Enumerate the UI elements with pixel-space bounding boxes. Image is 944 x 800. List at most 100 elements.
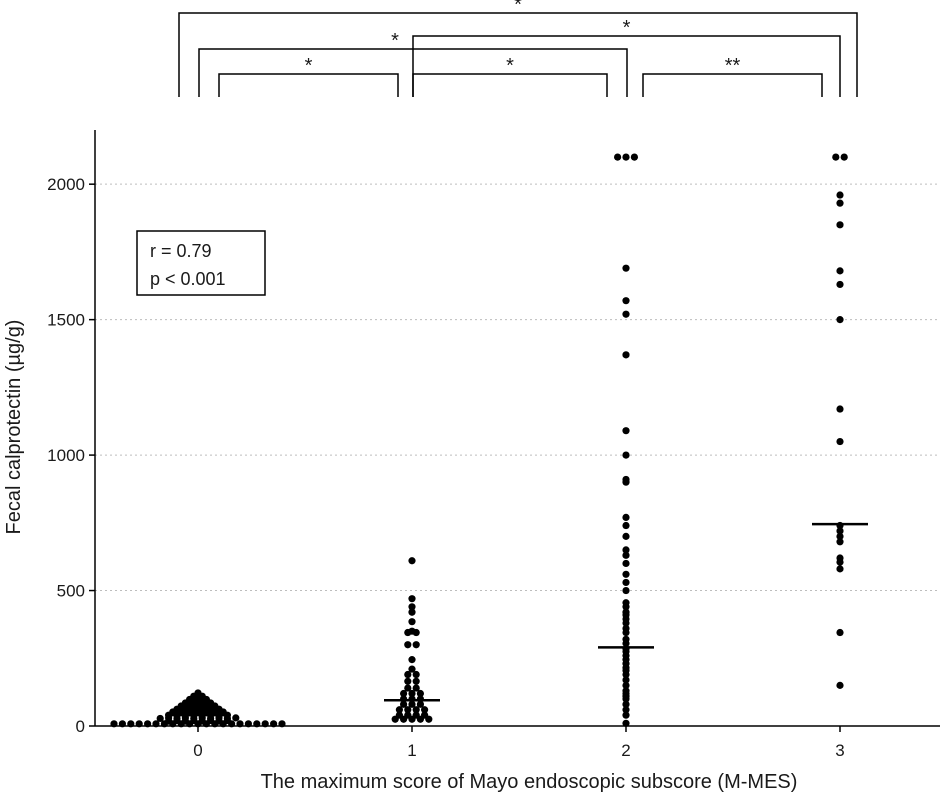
- data-point: [622, 546, 630, 554]
- data-point: [622, 297, 630, 305]
- data-point: [118, 720, 126, 728]
- data-point: [836, 280, 844, 289]
- data-point: [622, 624, 630, 633]
- y-tick-label: 500: [57, 582, 85, 601]
- data-point: [404, 706, 412, 714]
- data-point: [253, 720, 261, 728]
- data-point: [412, 706, 420, 714]
- significance-label: **: [725, 55, 741, 77]
- data-point: [622, 706, 630, 714]
- x-tick-label: 0: [193, 741, 202, 760]
- data-point: [836, 221, 844, 229]
- y-tick-label: 1000: [47, 446, 85, 465]
- data-point: [836, 565, 844, 573]
- data-points: [110, 153, 848, 728]
- data-point: [614, 153, 622, 161]
- data-point: [622, 427, 630, 435]
- data-point: [622, 551, 630, 559]
- data-point: [622, 687, 630, 695]
- data-point: [622, 635, 630, 643]
- significance-label: *: [506, 55, 514, 77]
- data-point: [836, 681, 844, 689]
- data-point: [622, 719, 630, 727]
- data-point: [408, 608, 416, 616]
- data-point: [622, 264, 630, 272]
- data-point: [622, 570, 630, 578]
- data-point: [622, 586, 630, 595]
- x-tick-label: 2: [621, 741, 630, 760]
- data-point: [622, 608, 630, 616]
- data-point: [244, 720, 252, 728]
- data-point: [408, 603, 416, 611]
- data-point: [404, 670, 412, 679]
- data-point: [144, 720, 152, 728]
- data-point: [832, 153, 840, 161]
- data-point: [622, 599, 630, 607]
- data-point: [836, 527, 844, 535]
- data-point: [836, 437, 844, 446]
- data-point: [622, 700, 630, 708]
- data-point: [836, 405, 844, 413]
- data-point: [622, 310, 630, 318]
- data-point: [404, 684, 412, 692]
- data-point: [836, 191, 844, 199]
- significance-label: *: [514, 0, 522, 16]
- y-tick-label: 0: [76, 717, 85, 736]
- data-point: [622, 681, 630, 689]
- data-point: [412, 677, 420, 685]
- axes: 0 500 1000 1500 2000 0 1 2 3: [47, 130, 940, 760]
- x-axis-title: The maximum score of Mayo endoscopic sub…: [261, 771, 798, 793]
- data-point: [408, 665, 416, 673]
- gridlines: [95, 183, 940, 592]
- data-point: [630, 153, 639, 161]
- data-point: [622, 521, 630, 530]
- data-point: [400, 689, 408, 698]
- significance-brackets: * * *****: [178, 0, 858, 97]
- data-point: [836, 532, 844, 540]
- data-point: [127, 720, 135, 728]
- data-point: [836, 316, 844, 324]
- y-axis-title: Fecal calprotectin (µg/g): [3, 320, 25, 535]
- data-point: [412, 711, 420, 719]
- data-point: [278, 720, 286, 728]
- data-point: [421, 706, 429, 714]
- correlation-annotation: r = 0.79 p < 0.001: [136, 230, 266, 296]
- data-point: [156, 714, 164, 723]
- data-point: [408, 618, 416, 626]
- data-point: [622, 351, 630, 359]
- significance-bracket: [412, 73, 608, 97]
- annotation-p: p < 0.001: [150, 269, 226, 289]
- data-point: [836, 199, 844, 207]
- data-point: [622, 532, 630, 540]
- y-tick-label: 1500: [47, 311, 85, 330]
- data-point: [408, 689, 416, 698]
- data-point: [404, 711, 412, 719]
- data-point: [135, 720, 143, 728]
- data-point: [404, 641, 412, 649]
- data-point: [412, 670, 420, 679]
- data-point: [836, 538, 844, 546]
- data-point: [236, 720, 244, 728]
- data-point: [416, 689, 424, 698]
- significance-bracket: [642, 73, 823, 97]
- data-point: [622, 559, 630, 568]
- data-point: [622, 153, 630, 161]
- data-point: [622, 451, 630, 459]
- significance-bracket: [218, 73, 399, 97]
- significance-label: *: [623, 17, 631, 39]
- data-point: [408, 656, 416, 664]
- significance-bracket: [412, 35, 841, 97]
- data-point: [270, 720, 278, 728]
- significance-label: *: [305, 55, 313, 77]
- data-point: [408, 557, 416, 565]
- x-tick-label: 3: [835, 741, 844, 760]
- data-point: [622, 711, 630, 719]
- data-point: [412, 684, 420, 692]
- data-point: [194, 689, 202, 697]
- annotation-r: r = 0.79: [150, 241, 212, 261]
- y-tick-label: 2000: [47, 175, 85, 194]
- data-point: [412, 641, 420, 649]
- data-point: [408, 700, 416, 708]
- data-point: [261, 720, 269, 728]
